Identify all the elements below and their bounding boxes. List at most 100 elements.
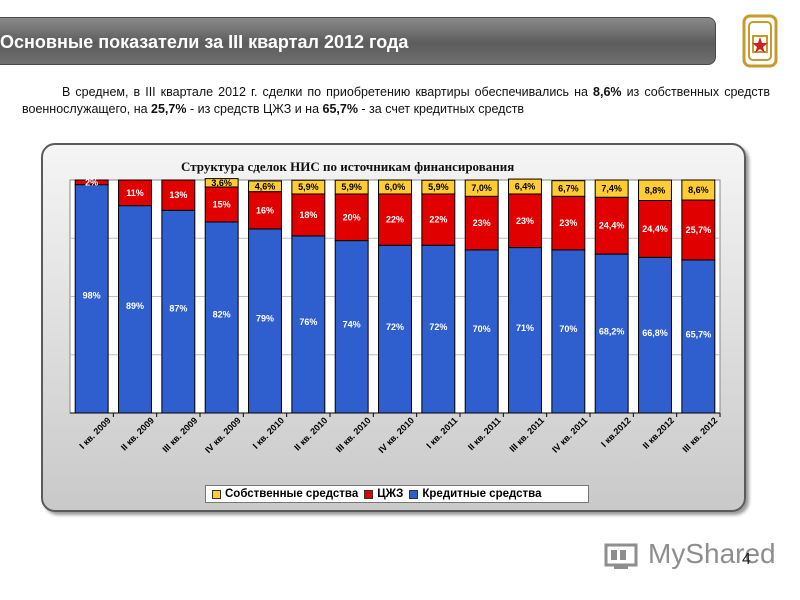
data-label-credit: 68,2% (599, 326, 625, 336)
data-label-czhz: 13% (169, 190, 187, 200)
bar-czhz (638, 200, 672, 258)
data-label-own: 7,0% (471, 183, 492, 193)
bar-own (681, 179, 716, 201)
x-tick-label: III кв. 2011 (507, 415, 546, 454)
data-label-czhz: 15% (213, 199, 231, 209)
data-label-czhz: 22% (386, 215, 404, 225)
x-tick-label: II кв. 2009 (119, 415, 156, 452)
data-label-credit: 71% (516, 323, 534, 333)
bar-credit (291, 235, 326, 414)
intro-text: В среднем, в III квартале 2012 г. сделки… (22, 85, 771, 116)
data-label-credit: 72% (386, 322, 404, 332)
data-label-czhz: 20% (343, 212, 361, 222)
data-label-own: 6,0% (385, 182, 406, 192)
chart-legend: Собственные средства ЦЖЗ Кредитные средс… (205, 485, 589, 503)
bar-own (464, 179, 499, 197)
x-tick-label: I кв. 2011 (424, 415, 459, 450)
data-label-credit: 76% (299, 317, 317, 327)
x-tick-label: III кв. 2010 (334, 415, 373, 454)
legend-item-credit: Кредитные средства (409, 488, 541, 500)
legend-label-credit: Кредитные средства (422, 488, 542, 500)
legend-item-own: Собственные средства (212, 488, 358, 500)
data-label-czhz: 16% (256, 205, 274, 215)
bar-czhz (74, 179, 109, 186)
bar-own (638, 179, 672, 202)
data-label-own: 6,4% (515, 182, 536, 192)
data-label-czhz: 25,7% (686, 225, 712, 235)
data-label-czhz: 18% (299, 210, 317, 220)
legend-label-czhz: ЦЖЗ (377, 488, 404, 500)
watermark-text: MyShared (648, 538, 776, 569)
data-label-czhz: 2% (85, 177, 98, 187)
bar-czhz (464, 195, 499, 251)
bar-czhz (204, 186, 239, 223)
legend-label-own: Собственные средства (225, 488, 359, 500)
data-label-czhz: 23% (559, 218, 577, 228)
legend-swatch-own (212, 489, 221, 499)
x-tick-label: IV кв. 2010 (376, 415, 416, 455)
bar-own (204, 178, 239, 188)
bar-czhz (551, 195, 586, 251)
bar-credit (204, 221, 239, 414)
bar-credit (551, 249, 586, 414)
x-tick-label: I кв. 2010 (251, 415, 286, 450)
bar-czhz (161, 179, 196, 211)
legend-item-czhz: ЦЖЗ (364, 488, 403, 500)
bar-own (508, 178, 542, 195)
data-label-own: 3,6% (211, 178, 232, 188)
bar-credit (161, 209, 196, 414)
data-label-credit: 89% (126, 301, 144, 311)
data-label-czhz: 24,4% (642, 224, 668, 234)
data-label-own: 4,6% (255, 181, 276, 191)
legend-swatch-czhz (364, 489, 374, 499)
title-bar (0, 17, 716, 65)
bar-own (248, 180, 282, 193)
data-label-czhz: 22% (429, 215, 447, 225)
emblem-icon (742, 14, 778, 68)
data-label-own: 5,9% (298, 182, 319, 192)
bar-credit (118, 205, 152, 414)
x-tick-label: III кв. 2012 (680, 415, 719, 454)
data-label-own: 6,7% (558, 184, 579, 194)
bar-czhz (378, 193, 412, 246)
data-label-credit: 65,7% (686, 329, 712, 339)
slide-title: Основные показатели за III квартал 2012 … (0, 32, 409, 52)
bar-own (291, 179, 326, 195)
bar-credit (74, 184, 109, 414)
page-number: 4 (742, 551, 751, 568)
data-label-own: 8,6% (688, 185, 709, 195)
bar-own (334, 179, 369, 195)
data-label-credit: 74% (343, 319, 361, 329)
x-tick-label: I кв.2012 (599, 415, 633, 449)
data-label-credit: 66,8% (642, 328, 668, 338)
x-tick-label: II кв. 2011 (466, 415, 503, 452)
bar-czhz (248, 191, 282, 230)
bar-own (594, 179, 629, 198)
x-tick-label: I кв. 2009 (77, 415, 112, 450)
x-tick-label: II кв. 2010 (292, 415, 329, 452)
myshared-logo-icon (604, 543, 638, 569)
bar-czhz (334, 193, 369, 242)
data-label-credit: 70% (473, 324, 491, 334)
legend-swatch-credit (409, 489, 419, 499)
bar-czhz (118, 179, 152, 207)
data-label-credit: 79% (256, 313, 274, 323)
bar-credit (421, 244, 456, 414)
data-label-czhz: 23% (473, 218, 491, 228)
bar-own (421, 179, 456, 195)
data-label-own: 5,9% (428, 182, 449, 192)
data-label-credit: 87% (169, 304, 187, 314)
data-label-credit: 82% (213, 310, 231, 320)
chart-title: Структура сделок НИС по источникам финан… (181, 159, 515, 174)
data-label-czhz: 23% (516, 216, 534, 226)
bar-credit (248, 228, 282, 414)
x-tick-label: II кв.2012 (641, 415, 676, 450)
data-label-own: 8,8% (645, 185, 666, 195)
x-tick-label: IV кв. 2009 (203, 415, 243, 455)
bar-czhz (681, 199, 716, 261)
bar-credit (681, 259, 716, 414)
bar-own (378, 179, 412, 195)
bar-czhz (508, 193, 542, 249)
data-label-credit: 72% (429, 322, 447, 332)
data-label-credit: 70% (559, 324, 577, 334)
